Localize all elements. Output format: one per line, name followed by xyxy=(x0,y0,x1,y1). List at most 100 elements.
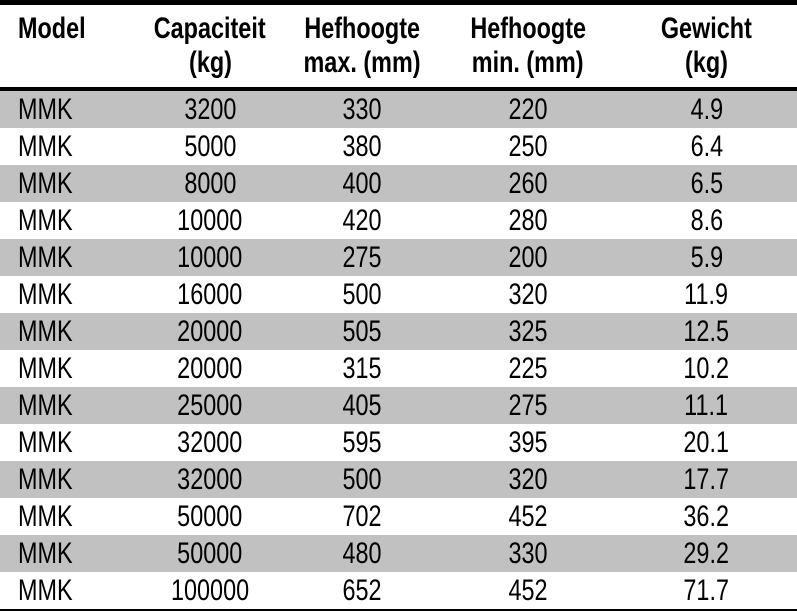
cell-lift_min-value: 280 xyxy=(508,203,548,237)
cell-model-value: MMK xyxy=(18,351,73,385)
cell-lift_min: 452 xyxy=(440,498,616,535)
cell-capacity-value: 50000 xyxy=(177,499,243,533)
cell-capacity-value: 25000 xyxy=(177,388,243,422)
cell-lift_min-value: 200 xyxy=(508,240,548,274)
table-row: MMK 32000 500 320 17.7 xyxy=(0,461,797,498)
cell-lift_max: 275 xyxy=(285,239,440,276)
cell-capacity: 20000 xyxy=(135,350,285,387)
column-header-model: Model xyxy=(0,5,135,91)
cell-capacity: 10000 xyxy=(135,239,285,276)
cell-weight: 20.1 xyxy=(616,424,797,461)
cell-capacity: 32000 xyxy=(135,461,285,498)
cell-model-value: MMK xyxy=(18,573,73,607)
column-header-capacity: Capaciteit (kg) xyxy=(135,5,285,91)
header-row: Model Capaciteit (kg) Hefhoogte max. (mm… xyxy=(0,5,797,91)
cell-weight-value: 6.4 xyxy=(690,129,723,163)
cell-model: MMK xyxy=(0,350,135,387)
cell-lift_min: 200 xyxy=(440,239,616,276)
cell-weight: 71.7 xyxy=(616,572,797,611)
cell-lift_min-value: 395 xyxy=(508,425,548,459)
column-header-weight-unit: (kg) xyxy=(685,46,728,79)
cell-weight: 12.5 xyxy=(616,313,797,350)
cell-weight-value: 71.7 xyxy=(683,573,730,607)
table-row: MMK 50000 702 452 36.2 xyxy=(0,498,797,535)
cell-model-value: MMK xyxy=(18,240,73,274)
cell-lift_max: 420 xyxy=(285,202,440,239)
cell-lift_min-value: 260 xyxy=(508,166,548,200)
cell-lift_min: 260 xyxy=(440,165,616,202)
cell-lift_min-value: 250 xyxy=(508,129,548,163)
cell-weight-value: 20.1 xyxy=(683,425,730,459)
cell-lift_max-value: 595 xyxy=(342,425,383,459)
cell-capacity-value: 10000 xyxy=(177,240,243,274)
column-header-lift-max-unit: max. (mm) xyxy=(303,46,422,79)
cell-weight-value: 8.6 xyxy=(690,203,723,237)
cell-lift_min: 280 xyxy=(440,202,616,239)
cell-model: MMK xyxy=(0,89,135,128)
cell-weight: 36.2 xyxy=(616,498,797,535)
cell-lift_max-value: 380 xyxy=(342,129,383,163)
cell-lift_max-value: 652 xyxy=(342,573,383,607)
cell-capacity-value: 5000 xyxy=(183,129,237,163)
spec-table-header: Model Capaciteit (kg) Hefhoogte max. (mm… xyxy=(0,5,797,91)
cell-weight: 6.4 xyxy=(616,128,797,165)
cell-model: MMK xyxy=(0,461,135,498)
cell-lift_min: 220 xyxy=(440,89,616,128)
cell-weight-value: 11.1 xyxy=(684,388,729,422)
cell-lift_max: 702 xyxy=(285,498,440,535)
table-row: MMK 5000 380 250 6.4 xyxy=(0,128,797,165)
spec-table: Model Capaciteit (kg) Hefhoogte max. (mm… xyxy=(0,5,797,611)
cell-lift_min-value: 452 xyxy=(508,573,548,607)
column-header-lift-min: Hefhoogte min. (mm) xyxy=(440,5,616,91)
cell-weight-value: 6.5 xyxy=(690,166,723,200)
cell-model-value: MMK xyxy=(18,425,73,459)
cell-model: MMK xyxy=(0,165,135,202)
cell-model: MMK xyxy=(0,387,135,424)
cell-lift_min: 320 xyxy=(440,461,616,498)
table-top-rule xyxy=(0,0,797,5)
table-row: MMK 50000 480 330 29.2 xyxy=(0,535,797,572)
cell-model-value: MMK xyxy=(18,462,73,496)
cell-capacity: 50000 xyxy=(135,535,285,572)
cell-model-value: MMK xyxy=(18,499,73,533)
cell-lift_max-value: 500 xyxy=(342,462,383,496)
cell-weight: 29.2 xyxy=(616,535,797,572)
cell-model: MMK xyxy=(0,239,135,276)
cell-capacity-value: 10000 xyxy=(177,203,243,237)
cell-weight-value: 12.5 xyxy=(683,314,730,348)
cell-capacity-value: 16000 xyxy=(177,277,243,311)
cell-lift_max: 500 xyxy=(285,276,440,313)
cell-lift_max: 330 xyxy=(285,89,440,128)
cell-capacity: 20000 xyxy=(135,313,285,350)
cell-weight: 17.7 xyxy=(616,461,797,498)
cell-weight-value: 4.9 xyxy=(690,92,723,126)
cell-model: MMK xyxy=(0,424,135,461)
cell-model: MMK xyxy=(0,276,135,313)
cell-capacity: 50000 xyxy=(135,498,285,535)
cell-lift_min: 452 xyxy=(440,572,616,611)
cell-capacity: 16000 xyxy=(135,276,285,313)
cell-lift_max-value: 500 xyxy=(342,277,383,311)
cell-weight-value: 29.2 xyxy=(683,536,730,570)
cell-lift_min-value: 325 xyxy=(508,314,548,348)
table-row: MMK 25000 405 275 11.1 xyxy=(0,387,797,424)
cell-lift_max-value: 315 xyxy=(342,351,383,385)
cell-model-value: MMK xyxy=(18,203,73,237)
cell-lift_min-value: 320 xyxy=(508,277,548,311)
cell-capacity-value: 100000 xyxy=(170,573,250,607)
cell-lift_min: 330 xyxy=(440,535,616,572)
cell-model-value: MMK xyxy=(18,129,73,163)
cell-lift_min-value: 452 xyxy=(508,499,548,533)
cell-model-value: MMK xyxy=(18,536,73,570)
table-row: MMK 3200 330 220 4.9 xyxy=(0,89,797,128)
cell-lift_max-value: 702 xyxy=(342,499,383,533)
cell-model-value: MMK xyxy=(18,92,73,126)
cell-model: MMK xyxy=(0,572,135,611)
spec-table-body: MMK 3200 330 220 4.9 MMK 5000 380 250 6.4 MMK 8000 4… xyxy=(0,89,797,611)
cell-lift_min-value: 225 xyxy=(508,351,548,385)
cell-weight: 5.9 xyxy=(616,239,797,276)
cell-lift_max: 380 xyxy=(285,128,440,165)
cell-capacity: 8000 xyxy=(135,165,285,202)
cell-model-value: MMK xyxy=(18,314,73,348)
